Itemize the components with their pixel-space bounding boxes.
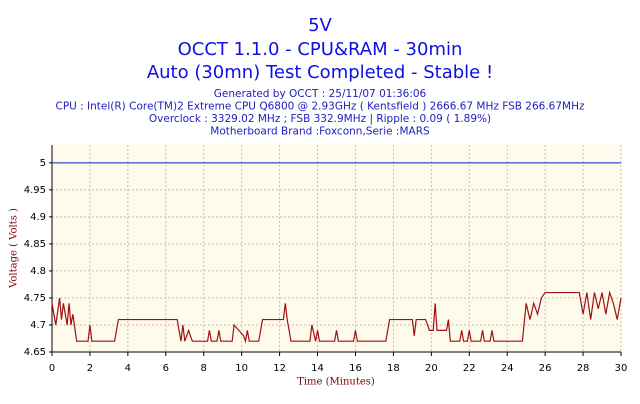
- x-tick-label: 26: [539, 363, 552, 374]
- chart-status: Auto (30mn) Test Completed - Stable !: [147, 62, 493, 83]
- x-tick-label: 8: [201, 363, 207, 374]
- y-axis-label: Voltage ( Volts ): [9, 208, 20, 289]
- x-tick-label: 2: [87, 363, 93, 374]
- y-tick-label: 4.85: [24, 239, 46, 250]
- x-tick-label: 16: [349, 363, 362, 374]
- y-tick-label: 4.8: [30, 266, 46, 277]
- y-tick-label: 5: [40, 158, 46, 169]
- y-tick-label: 4.95: [24, 185, 46, 196]
- x-axis-label: Time (Minutes): [297, 377, 375, 388]
- x-tick-label: 10: [235, 363, 248, 374]
- plot-area: [52, 145, 621, 352]
- info-line: Motherboard Brand :Foxconn,Serie :MARS: [210, 126, 430, 138]
- x-tick-label: 4: [125, 363, 131, 374]
- y-tick-label: 4.9: [30, 212, 46, 223]
- x-tick-label: 22: [463, 363, 476, 374]
- info-line: Generated by OCCT : 25/11/07 01:36:06: [214, 88, 427, 100]
- y-tick-label: 4.65: [24, 347, 46, 358]
- x-tick-label: 20: [425, 363, 438, 374]
- y-tick-label: 4.7: [30, 320, 46, 331]
- y-tick-label: 4.75: [24, 293, 46, 304]
- x-tick-label: 28: [577, 363, 590, 374]
- info-line: Overclock : 3329.02 MHz ; FSB 332.9MHz |…: [149, 113, 491, 125]
- x-tick-label: 14: [311, 363, 324, 374]
- data-line: [51, 290, 622, 344]
- chart-title: 5V: [308, 15, 332, 36]
- x-tick-label: 24: [501, 363, 514, 374]
- x-tick-label: 18: [387, 363, 400, 374]
- info-line: CPU : Intel(R) Core(TM)2 Extreme CPU Q68…: [55, 101, 585, 113]
- x-tick-label: 6: [163, 363, 169, 374]
- x-tick-label: 12: [273, 363, 286, 374]
- x-tick-label: 0: [49, 363, 55, 374]
- chart-subtitle: OCCT 1.1.0 - CPU&RAM - 30min: [178, 39, 463, 60]
- x-tick-label: 30: [615, 363, 628, 374]
